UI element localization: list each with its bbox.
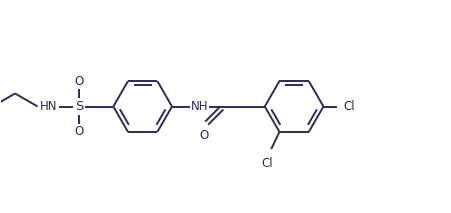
- Text: O: O: [200, 129, 209, 142]
- Text: O: O: [74, 125, 84, 138]
- Text: Cl: Cl: [262, 157, 273, 170]
- Text: S: S: [75, 100, 83, 113]
- Text: HN: HN: [40, 100, 57, 113]
- Text: Cl: Cl: [343, 100, 355, 113]
- Text: O: O: [74, 75, 84, 88]
- Text: NH: NH: [191, 100, 208, 113]
